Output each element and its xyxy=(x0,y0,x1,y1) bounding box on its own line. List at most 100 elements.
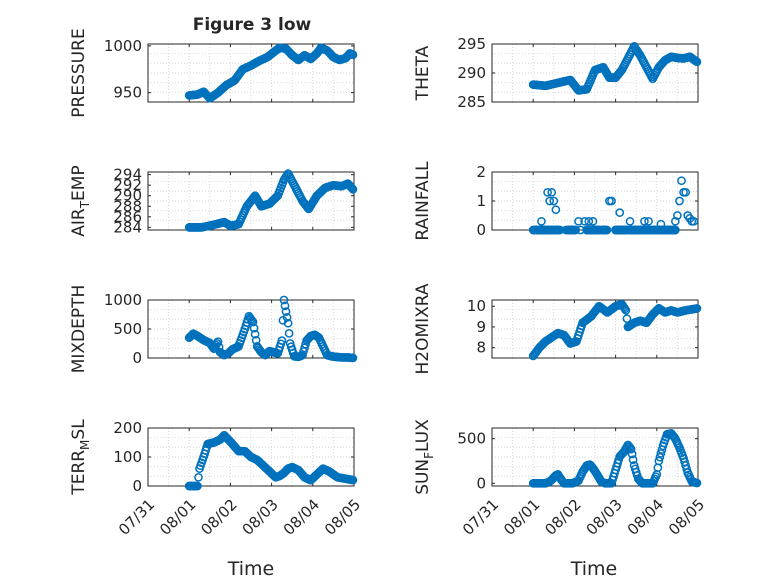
data-point xyxy=(627,449,637,459)
data-point xyxy=(348,50,358,60)
xlabel-left: Time xyxy=(227,558,275,580)
data-point xyxy=(673,211,682,220)
data-point xyxy=(551,205,561,215)
data-point xyxy=(280,301,290,311)
y-tick-label: 294 xyxy=(113,166,142,184)
data-point xyxy=(655,452,665,462)
data-point xyxy=(553,225,563,235)
data-point xyxy=(549,196,559,206)
y-tick-label: 1 xyxy=(476,192,486,210)
y-tick-label: 9 xyxy=(476,318,486,336)
data-point xyxy=(682,464,692,474)
y-tick-label: 8 xyxy=(476,339,486,357)
data-point xyxy=(692,57,702,67)
data-point xyxy=(622,314,632,323)
data-point xyxy=(281,307,291,316)
y-axis-label: SUNFLUX xyxy=(413,419,436,495)
y-tick-label: 295 xyxy=(457,35,486,53)
data-point xyxy=(621,306,631,315)
y-tick-label: 0 xyxy=(476,221,486,239)
y-tick-label: 100 xyxy=(113,448,142,466)
data-point xyxy=(656,449,666,458)
data-point xyxy=(615,208,625,217)
y-tick-label: 200 xyxy=(113,419,142,437)
y-tick-label: 290 xyxy=(113,187,142,205)
data-point xyxy=(545,196,555,206)
data-point xyxy=(580,216,590,226)
data-point xyxy=(692,478,702,488)
data-point xyxy=(279,295,289,305)
data-point xyxy=(346,182,356,192)
data-point xyxy=(670,216,680,226)
data-point xyxy=(692,304,702,313)
y-tick-label: 500 xyxy=(457,430,486,448)
data-point xyxy=(677,176,686,186)
data-point xyxy=(193,481,202,491)
y-axis-label: THETA xyxy=(413,45,433,101)
y-axis-label: RAINFALL xyxy=(413,161,433,241)
data-point xyxy=(654,456,664,466)
data-point xyxy=(248,317,258,327)
data-point xyxy=(277,336,287,345)
data-point xyxy=(640,216,649,226)
data-point xyxy=(626,444,636,454)
data-point xyxy=(625,216,635,226)
data-point xyxy=(347,183,357,193)
y-tick-label: 292 xyxy=(113,176,142,194)
data-point xyxy=(247,316,257,325)
data-point xyxy=(670,225,680,235)
y-tick-label: 950 xyxy=(113,84,142,102)
subplot-5: 0 500 1000 MIXDEPTH xyxy=(69,285,358,374)
data-point xyxy=(284,329,294,338)
data-point xyxy=(348,184,358,194)
y-tick-label: 288 xyxy=(113,197,142,215)
data-point xyxy=(348,475,358,485)
y-axis-label: PRESSURE xyxy=(69,28,89,117)
y-tick-label: 0 xyxy=(132,477,142,495)
subplot-2: 285 290 295 THETA xyxy=(413,35,702,111)
data-point xyxy=(689,216,699,226)
figure-title: Figure 3 low xyxy=(193,15,312,35)
y-tick-label: 285 xyxy=(457,93,486,111)
y-tick-label: 290 xyxy=(457,64,486,82)
y-tick-label: 0 xyxy=(132,349,142,367)
subplot-1: 950 1000 PRESSURE xyxy=(69,28,358,118)
y-tick-label: 1000 xyxy=(104,37,142,55)
y-axis-label: TERRMSL xyxy=(69,419,92,496)
data-point xyxy=(644,216,653,226)
data-point xyxy=(675,196,684,206)
y-tick-label: 10 xyxy=(467,297,486,315)
data-point xyxy=(283,318,293,328)
axes-box xyxy=(491,299,699,359)
data-point xyxy=(249,323,259,333)
data-point xyxy=(194,472,203,482)
data-point xyxy=(348,353,358,363)
y-axis-label: MIXDEPTH xyxy=(69,285,89,374)
data-point xyxy=(250,329,260,339)
xlabel-right: Time xyxy=(570,558,618,580)
data-point xyxy=(251,335,261,345)
data-point xyxy=(213,337,223,347)
data-point xyxy=(681,187,690,197)
data-point xyxy=(537,216,546,226)
axes-box xyxy=(147,171,355,231)
data-point xyxy=(547,187,557,197)
data-point xyxy=(574,216,583,226)
y-axis-label: AIRTEMP xyxy=(69,165,92,236)
y-axis-label: H2OMIXRA xyxy=(413,283,433,374)
y-tick-label: 2 xyxy=(476,163,486,181)
data-point xyxy=(628,455,638,465)
data-point xyxy=(543,187,552,197)
data-point xyxy=(607,196,616,206)
axes-box xyxy=(147,43,355,103)
y-tick-label: 1000 xyxy=(104,291,142,309)
data-point xyxy=(571,225,580,235)
data-point xyxy=(282,313,292,322)
data-point xyxy=(584,216,594,226)
y-tick-label: 286 xyxy=(113,208,142,226)
y-tick-label: 284 xyxy=(113,218,142,236)
subplot-4: 0 1 2 RAINFALL xyxy=(413,161,699,241)
